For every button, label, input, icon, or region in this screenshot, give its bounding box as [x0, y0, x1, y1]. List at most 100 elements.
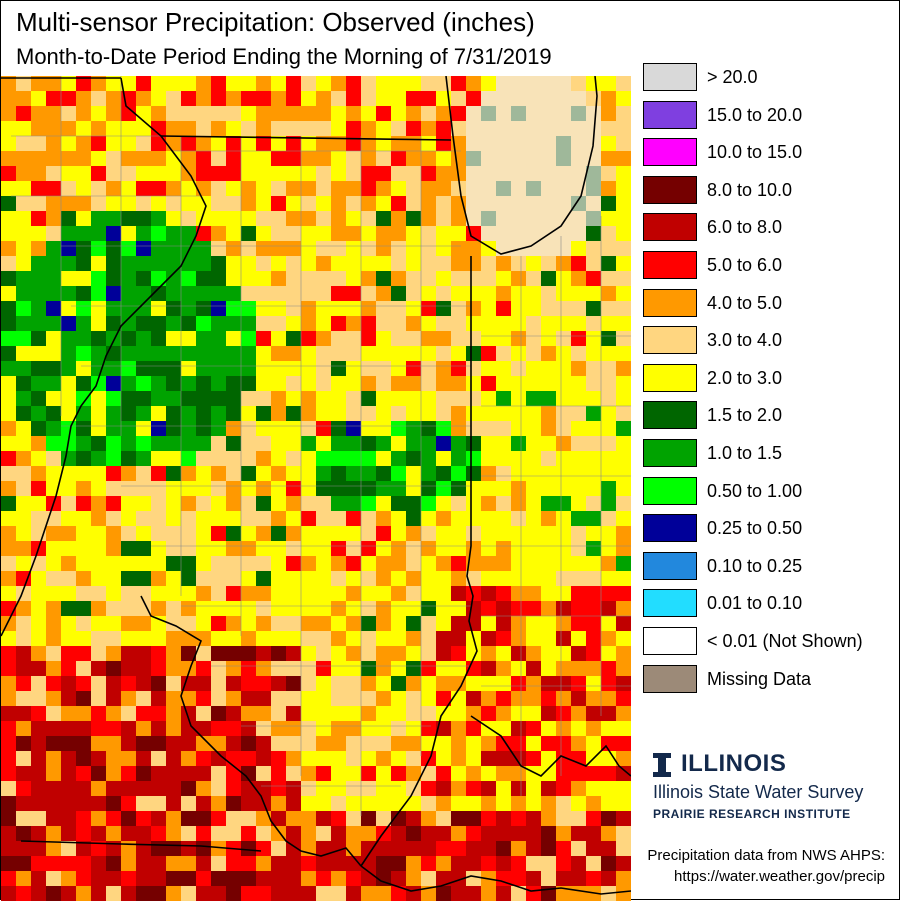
precip-cell: [586, 466, 601, 481]
precip-cell: [556, 106, 571, 121]
precip-cell: [91, 676, 106, 691]
precip-cell: [181, 106, 196, 121]
precip-cell: [76, 121, 91, 136]
precip-cell: [31, 211, 46, 226]
precip-cell: [556, 736, 571, 751]
precip-cell: [421, 616, 436, 631]
precip-cell: [601, 766, 616, 781]
precip-cell: [451, 751, 466, 766]
precip-cell: [46, 526, 61, 541]
precip-cell: [481, 556, 496, 571]
precip-cell: [46, 151, 61, 166]
precip-cell: [196, 691, 211, 706]
precip-cell: [346, 601, 361, 616]
precip-cell: [286, 121, 301, 136]
precip-cell: [61, 226, 76, 241]
precip-cell: [346, 526, 361, 541]
precip-cell: [616, 466, 631, 481]
precip-cell: [376, 586, 391, 601]
precip-cell: [61, 691, 76, 706]
precip-cell: [526, 166, 541, 181]
precip-cell: [316, 616, 331, 631]
precip-cell: [616, 91, 631, 106]
precip-cell: [136, 781, 151, 796]
precip-cell: [376, 616, 391, 631]
precip-cell: [31, 661, 46, 676]
precip-cell: [196, 256, 211, 271]
precip-cell: [121, 466, 136, 481]
precip-cell: [406, 541, 421, 556]
precip-cell: [166, 586, 181, 601]
precip-cell: [91, 796, 106, 811]
precip-cell: [106, 691, 121, 706]
precip-cell: [91, 316, 106, 331]
precip-cell: [301, 541, 316, 556]
precip-cell: [31, 601, 46, 616]
precip-cell: [436, 826, 451, 841]
precip-cell: [376, 526, 391, 541]
precip-cell: [511, 691, 526, 706]
precip-cell: [91, 841, 106, 856]
precip-cell: [211, 391, 226, 406]
precip-cell: [166, 151, 181, 166]
precip-cell: [466, 286, 481, 301]
precip-cell: [136, 871, 151, 886]
precip-cell: [361, 256, 376, 271]
precip-cell: [61, 271, 76, 286]
precip-cell: [556, 661, 571, 676]
precip-cell: [451, 151, 466, 166]
precip-cell: [91, 781, 106, 796]
precip-cell: [46, 286, 61, 301]
precip-cell: [436, 796, 451, 811]
precip-cell: [361, 136, 376, 151]
precip-cell: [331, 451, 346, 466]
precip-cell: [376, 271, 391, 286]
precip-cell: [106, 361, 121, 376]
precip-cell: [256, 691, 271, 706]
precip-cell: [1, 676, 16, 691]
precip-cell: [256, 571, 271, 586]
precip-cell: [271, 271, 286, 286]
precip-cell: [316, 76, 331, 91]
precip-cell: [616, 256, 631, 271]
precip-cell: [481, 856, 496, 871]
precip-cell: [526, 571, 541, 586]
precip-cell: [226, 271, 241, 286]
precip-cell: [196, 676, 211, 691]
precip-cell: [346, 541, 361, 556]
precip-cell: [586, 826, 601, 841]
precip-cell: [541, 436, 556, 451]
precip-cell: [106, 511, 121, 526]
precip-cell: [556, 856, 571, 871]
precip-cell: [601, 826, 616, 841]
precip-cell: [196, 226, 211, 241]
precip-cell: [376, 91, 391, 106]
precip-cell: [166, 421, 181, 436]
precip-cell: [436, 481, 451, 496]
precip-cell: [91, 736, 106, 751]
precip-cell: [331, 511, 346, 526]
precip-cell: [151, 151, 166, 166]
precip-cell: [1, 436, 16, 451]
precip-cell: [166, 241, 181, 256]
precip-cell: [286, 481, 301, 496]
precip-cell: [196, 856, 211, 871]
precip-cell: [241, 196, 256, 211]
precip-cell: [196, 661, 211, 676]
legend-item: > 20.0: [643, 63, 893, 91]
precip-cell: [376, 796, 391, 811]
precip-cell: [121, 826, 136, 841]
precip-cell: [1, 181, 16, 196]
precip-cell: [1, 721, 16, 736]
precip-cell: [241, 511, 256, 526]
precip-cell: [451, 676, 466, 691]
precip-cell: [256, 436, 271, 451]
precip-cell: [436, 361, 451, 376]
precip-cell: [481, 691, 496, 706]
precip-cell: [556, 556, 571, 571]
precip-cell: [1, 136, 16, 151]
precip-cell: [421, 886, 436, 901]
precip-cell: [616, 736, 631, 751]
precip-cell: [31, 721, 46, 736]
precip-cell: [556, 346, 571, 361]
